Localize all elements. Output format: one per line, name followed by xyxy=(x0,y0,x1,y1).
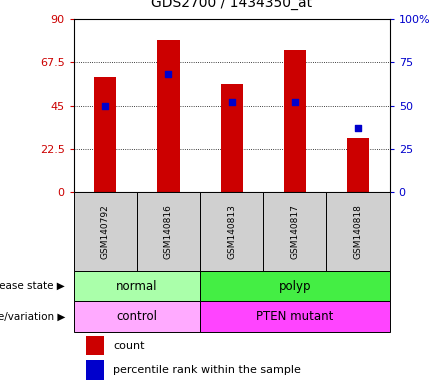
Bar xyxy=(220,84,243,192)
Point xyxy=(291,99,298,105)
Bar xyxy=(200,192,263,271)
Text: genotype/variation ▶: genotype/variation ▶ xyxy=(0,312,65,322)
Bar xyxy=(200,301,390,332)
Bar xyxy=(86,360,103,380)
Point xyxy=(165,71,172,78)
Point xyxy=(102,103,109,109)
Bar xyxy=(74,192,137,271)
Bar xyxy=(94,77,116,192)
Bar xyxy=(284,50,306,192)
Text: percentile rank within the sample: percentile rank within the sample xyxy=(113,365,301,375)
Bar xyxy=(74,271,200,301)
Bar xyxy=(263,192,326,271)
Bar xyxy=(157,40,180,192)
Text: normal: normal xyxy=(116,280,158,293)
Text: control: control xyxy=(116,310,157,323)
Text: GSM140792: GSM140792 xyxy=(101,204,110,259)
Text: GSM140816: GSM140816 xyxy=(164,204,173,259)
Bar xyxy=(74,301,200,332)
Bar xyxy=(347,138,369,192)
Text: disease state ▶: disease state ▶ xyxy=(0,281,65,291)
Text: count: count xyxy=(113,341,145,351)
Text: PTEN mutant: PTEN mutant xyxy=(256,310,333,323)
Text: GDS2700 / 1434350_at: GDS2700 / 1434350_at xyxy=(151,0,312,10)
Text: GSM140813: GSM140813 xyxy=(227,204,236,259)
Point xyxy=(228,99,235,105)
Bar xyxy=(137,192,200,271)
Bar xyxy=(86,336,103,356)
Text: GSM140818: GSM140818 xyxy=(354,204,362,259)
Bar xyxy=(200,271,390,301)
Point xyxy=(355,125,362,131)
Text: GSM140817: GSM140817 xyxy=(291,204,299,259)
Bar xyxy=(326,192,390,271)
Text: polyp: polyp xyxy=(278,280,311,293)
